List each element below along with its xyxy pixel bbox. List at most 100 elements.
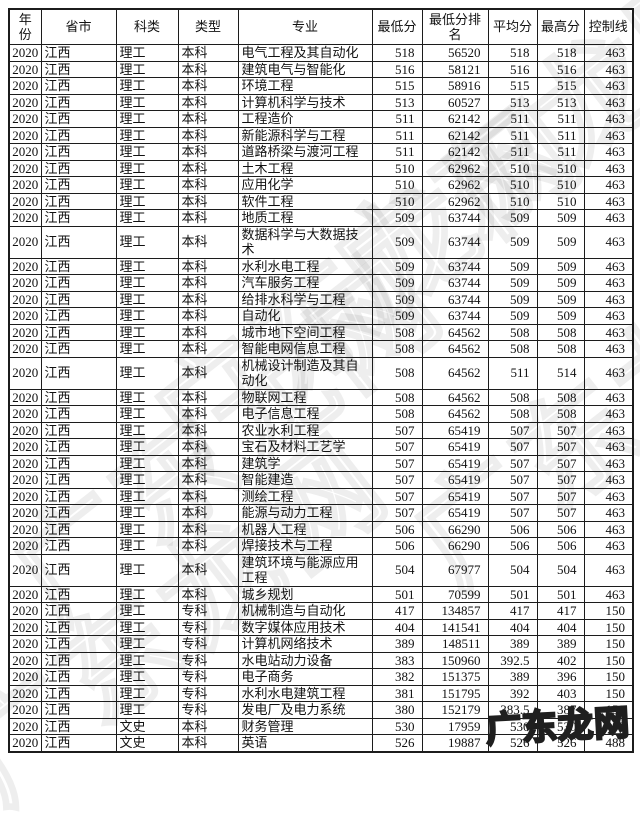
cell-level: 本科 [177, 159, 239, 177]
cell-province: 江西 [40, 504, 117, 522]
cell-province: 江西 [40, 340, 117, 358]
cell-avg-score: 509 [487, 307, 538, 325]
cell-min-score-rank: 64562 [421, 323, 489, 341]
cell-level: 本科 [177, 421, 239, 439]
cell-min-score: 509 [371, 257, 423, 275]
cell-province: 江西 [40, 176, 117, 194]
cell-control-line: 463 [583, 307, 634, 325]
cell-subject-category: 理工 [115, 701, 179, 719]
cell-year: 2020 [8, 159, 42, 177]
cell-year: 2020 [8, 585, 42, 603]
cell-subject-category: 理工 [115, 340, 179, 358]
table-row: 2020 江西 理工 本科 工程造价 511 62142 511 511 463 [8, 110, 634, 128]
cell-min-score: 511 [371, 143, 423, 161]
cell-min-score-rank: 63744 [421, 307, 489, 325]
cell-major: 应用化学 [237, 176, 373, 194]
cell-year: 2020 [8, 143, 42, 161]
cell-level: 本科 [177, 60, 239, 78]
cell-year: 2020 [8, 487, 42, 505]
cell-level: 专科 [177, 602, 239, 620]
cell-level: 本科 [177, 438, 239, 456]
table-row: 2020 江西 理工 本科 数据科学与大数据技术 509 63744 509 509 463 [8, 225, 634, 259]
table-row: 2020 江西 理工 专科 发电厂及电力系统 380 152179 383.5 387 150 [8, 701, 634, 719]
cell-control-line: 463 [583, 126, 634, 144]
cell-subject-category: 理工 [115, 77, 179, 95]
cell-min-score: 507 [371, 454, 423, 472]
cell-major: 数字媒体应用技术 [237, 618, 373, 636]
cell-control-line: 463 [583, 520, 634, 538]
column-header-major: 专业 [237, 8, 373, 45]
cell-level: 本科 [177, 192, 239, 210]
table-row: 2020 江西 理工 本科 建筑电气与智能化 516 58121 516 516 463 [8, 60, 634, 78]
cell-min-score: 389 [371, 635, 423, 653]
cell-avg-score: 508 [487, 323, 538, 341]
cell-level: 本科 [177, 405, 239, 423]
cell-min-score: 510 [371, 192, 423, 210]
cell-province: 江西 [40, 274, 117, 292]
cell-year: 2020 [8, 618, 42, 636]
cell-year: 2020 [8, 388, 42, 406]
cell-province: 江西 [40, 585, 117, 603]
cell-year: 2020 [8, 734, 42, 752]
cell-year: 2020 [8, 356, 42, 390]
cell-max-score: 510 [536, 176, 585, 194]
cell-year: 2020 [8, 274, 42, 292]
cell-min-score-rank: 63744 [421, 274, 489, 292]
column-header-province: 省市 [40, 8, 117, 45]
cell-max-score: 507 [536, 471, 585, 489]
cell-level: 本科 [177, 734, 239, 752]
cell-province: 江西 [40, 110, 117, 128]
cell-control-line: 150 [583, 602, 634, 620]
cell-major: 能源与动力工程 [237, 504, 373, 522]
cell-avg-score: 507 [487, 504, 538, 522]
cell-major: 城市地下空间工程 [237, 323, 373, 341]
table-row: 2020 江西 理工 本科 电气工程及其自动化 518 56520 518 518 463 [8, 44, 634, 62]
table-row: 2020 江西 理工 专科 电子商务 382 151375 389 396 150 [8, 668, 634, 686]
cell-min-score-rank: 62142 [421, 126, 489, 144]
cell-min-score-rank: 65419 [421, 421, 489, 439]
cell-min-score-rank: 150960 [421, 651, 489, 669]
cell-min-score: 516 [371, 60, 423, 78]
cell-level: 专科 [177, 668, 239, 686]
table-row: 2020 江西 理工 本科 焊接技术与工程 506 66290 506 506 463 [8, 537, 634, 555]
cell-level: 本科 [177, 126, 239, 144]
cell-year: 2020 [8, 290, 42, 308]
cell-control-line: 463 [583, 388, 634, 406]
cell-province: 江西 [40, 77, 117, 95]
cell-control-line: 463 [583, 537, 634, 555]
column-header-control-line: 控制线 [583, 8, 634, 45]
cell-max-score: 507 [536, 421, 585, 439]
cell-min-score: 518 [371, 44, 423, 62]
cell-avg-score: 516 [487, 60, 538, 78]
cell-year: 2020 [8, 454, 42, 472]
cell-avg-score: 506 [487, 537, 538, 555]
cell-subject-category: 理工 [115, 209, 179, 227]
cell-subject-category: 理工 [115, 159, 179, 177]
cell-avg-score: 417 [487, 602, 538, 620]
column-header-level: 类型 [177, 8, 239, 45]
cell-major: 物联网工程 [237, 388, 373, 406]
cell-min-score-rank: 58916 [421, 77, 489, 95]
cell-year: 2020 [8, 307, 42, 325]
table-row: 2020 江西 文史 本科 财务管理 530 17959 530 530 488 [8, 717, 634, 735]
cell-min-score: 508 [371, 356, 423, 390]
cell-max-score: 417 [536, 602, 585, 620]
cell-major: 计算机网络技术 [237, 635, 373, 653]
cell-subject-category: 文史 [115, 734, 179, 752]
cell-control-line: 463 [583, 60, 634, 78]
cell-max-score: 509 [536, 307, 585, 325]
cell-min-score: 510 [371, 159, 423, 177]
cell-year: 2020 [8, 225, 42, 259]
cell-control-line: 463 [583, 44, 634, 62]
cell-min-score-rank: 65419 [421, 438, 489, 456]
cell-province: 江西 [40, 553, 117, 587]
cell-min-score: 507 [371, 421, 423, 439]
cell-min-score-rank: 63744 [421, 257, 489, 275]
cell-subject-category: 理工 [115, 307, 179, 325]
cell-province: 江西 [40, 487, 117, 505]
cell-subject-category: 文史 [115, 717, 179, 735]
cell-min-score: 380 [371, 701, 423, 719]
cell-major: 汽车服务工程 [237, 274, 373, 292]
cell-year: 2020 [8, 717, 42, 735]
cell-min-score: 506 [371, 520, 423, 538]
